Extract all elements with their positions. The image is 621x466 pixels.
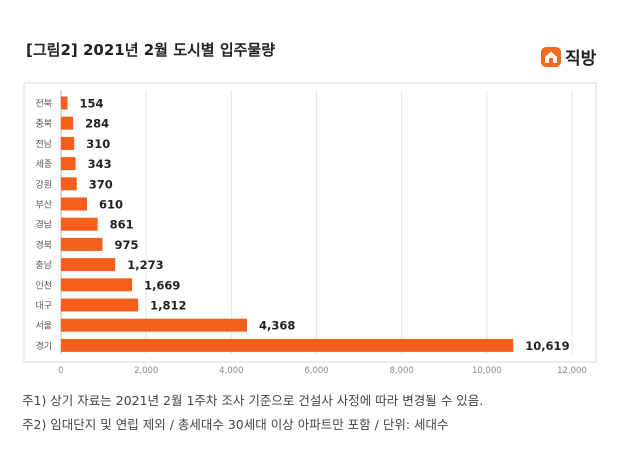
x-tick-label: 12,000	[557, 366, 587, 376]
x-tick-label: 0	[58, 366, 63, 376]
bar	[61, 237, 103, 251]
category-label: 강원	[35, 179, 52, 190]
category-label: 경남	[35, 219, 52, 231]
house-logo-icon	[541, 46, 561, 67]
footnote-2: 주2) 임대단지 및 연립 제외 / 총세대수 30세대 이상 아파트만 포함 …	[22, 417, 449, 432]
category-label: 부산	[35, 200, 52, 211]
value-labels: 154 284 310 343 370 610 861 975 1,273 1,669 1,812 4…	[80, 97, 570, 353]
bar	[61, 338, 514, 352]
category-label: 전남	[35, 139, 52, 150]
chart-title: [그림2] 2021년 2월 도시별 입주물량	[26, 41, 276, 59]
value-label: 370	[89, 177, 113, 191]
bar	[61, 157, 76, 171]
x-tick-label: 2,000	[134, 366, 158, 376]
grid-lines	[60, 90, 573, 354]
bars	[61, 96, 514, 352]
value-label: 1,669	[144, 278, 180, 292]
category-label: 충북	[35, 119, 52, 130]
value-label: 1,812	[150, 299, 186, 313]
category-label: 인천	[35, 280, 52, 291]
value-label: 975	[115, 238, 139, 252]
category-label: 전북	[35, 99, 52, 110]
category-label: 경북	[35, 239, 52, 251]
value-label: 343	[88, 157, 112, 171]
brand-logo: 직방	[540, 44, 596, 69]
brand-name: 직방	[565, 49, 597, 69]
plot-frame	[23, 82, 597, 363]
value-label: 1,273	[127, 258, 163, 272]
category-label: 경기	[35, 340, 52, 352]
x-tick-label: 6,000	[304, 366, 328, 376]
x-tick-label: 4,000	[219, 366, 243, 376]
bar	[61, 318, 248, 332]
value-label: 861	[110, 218, 134, 232]
bar	[61, 96, 68, 110]
value-label: 4,368	[259, 319, 295, 333]
bar	[61, 258, 116, 272]
value-label: 310	[86, 137, 110, 151]
footnote-1: 주1) 상기 자료는 2021년 2월 1주차 조사 기준으로 건설사 사정에 …	[22, 393, 484, 408]
value-label: 610	[99, 198, 123, 212]
x-tick-label: 10,000	[472, 366, 502, 376]
x-tick-labels: 0 2,000 4,000 6,000 8,000 10,000 12,000	[58, 366, 587, 376]
category-label: 충남	[35, 260, 52, 271]
bar	[61, 177, 77, 191]
bar	[61, 136, 75, 150]
bar	[61, 217, 98, 231]
x-tick-label: 8,000	[389, 366, 413, 376]
value-label: 284	[85, 117, 109, 131]
category-label: 세종	[35, 159, 52, 170]
bar	[61, 197, 87, 211]
value-label: 154	[80, 97, 104, 111]
bar	[61, 298, 139, 312]
bar	[61, 278, 133, 292]
category-label: 서울	[35, 321, 52, 332]
category-label: 대구	[35, 301, 52, 312]
value-label: 10,619	[525, 339, 569, 353]
bar	[61, 116, 74, 130]
